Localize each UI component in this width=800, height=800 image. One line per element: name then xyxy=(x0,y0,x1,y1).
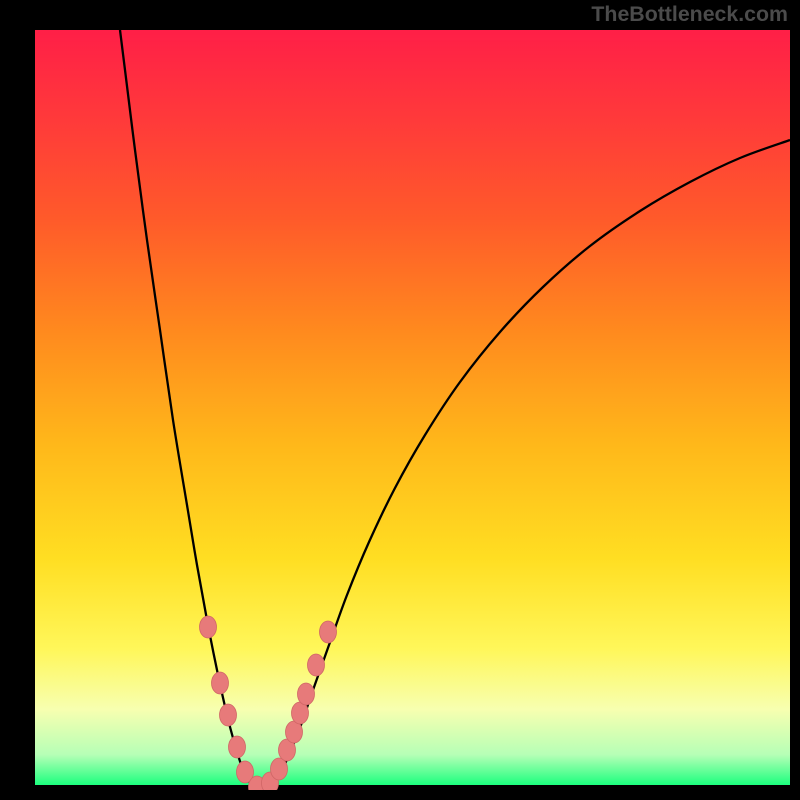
data-marker xyxy=(220,704,237,726)
markers-group xyxy=(200,616,337,790)
curve-left-branch xyxy=(120,30,260,789)
chart-svg xyxy=(35,30,790,790)
data-marker xyxy=(271,758,288,780)
data-marker xyxy=(308,654,325,676)
data-marker xyxy=(298,683,315,705)
data-marker xyxy=(320,621,337,643)
plot-area xyxy=(35,30,790,790)
data-marker xyxy=(212,672,229,694)
data-marker xyxy=(229,736,246,758)
watermark-text: TheBottleneck.com xyxy=(591,2,788,27)
curve-right-branch xyxy=(260,140,790,789)
data-marker xyxy=(200,616,217,638)
